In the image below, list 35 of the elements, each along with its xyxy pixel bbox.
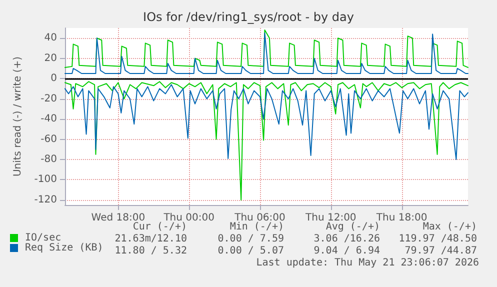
text: Avg (-/+) [326, 222, 380, 232]
text: 79.97 /44.87 [404, 246, 477, 256]
y-tick-label: -100 [34, 174, 57, 186]
x-tick-label: Wed 18:00 [91, 212, 146, 224]
y-tick-label: -60 [40, 134, 57, 145]
y-axis-title: Units read (-) / write (+) [12, 56, 24, 177]
y-tick-label: 40 [44, 32, 57, 44]
text: Cur (-/+) [132, 222, 187, 232]
x-tick-label: Thu 06:00 [234, 212, 286, 224]
chart-title: IOs for /dev/ring1_sys/root - by day [143, 10, 354, 24]
text: 119.97 /48.50 [398, 234, 477, 244]
text: 0.00 / 7.59 [218, 234, 284, 244]
y-tick-label: -40 [40, 114, 57, 125]
text: 21.63m/12.10 [114, 234, 187, 244]
text: Min (-/+) [230, 222, 284, 232]
x-tick-label: Thu 18:00 [375, 212, 428, 224]
text: 3.06 /16.26 [314, 234, 380, 244]
text: 11.80 / 5.32 [114, 246, 187, 256]
y-tick-label: -120 [34, 194, 57, 206]
x-tick-label: Thu 00:00 [162, 212, 214, 224]
line-series [64, 84, 468, 160]
y-tick-label: -20 [40, 93, 57, 104]
text: 9.04 / 6.94 [314, 246, 380, 256]
line-series [64, 81, 468, 200]
legend-label: IO/sec [25, 232, 62, 244]
y-tick-label: 0 [50, 73, 57, 84]
y-tick-label: -80 [40, 154, 57, 165]
line-series [64, 32, 468, 74]
line-series [64, 30, 468, 68]
legend-label: Req Size (KB) [25, 242, 104, 254]
text: Last update: Thu May 21 23:06:07 2026 [256, 258, 480, 268]
text: Max (-/+) [422, 222, 477, 232]
y-tick-label: 20 [44, 52, 57, 64]
text: 0.00 / 5.07 [218, 246, 284, 256]
x-tick-label: Thu 12:00 [304, 212, 356, 224]
